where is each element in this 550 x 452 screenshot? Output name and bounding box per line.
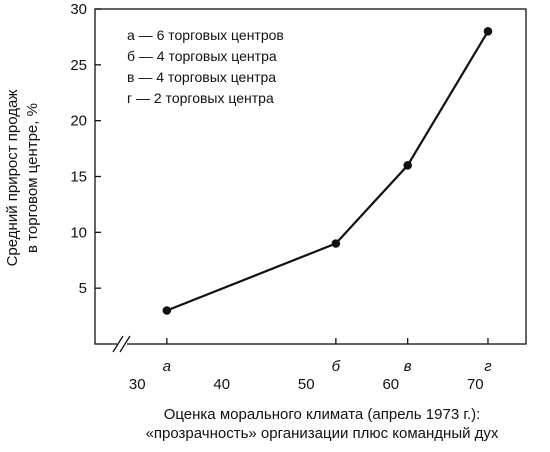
category-label: в <box>404 358 412 375</box>
x-tick-label: 50 <box>298 376 315 393</box>
x-axis-title: Оценка морального климата (апрель 1973 г… <box>164 406 481 423</box>
x-axis-title: «прозрачность» организации плюс командны… <box>146 425 499 442</box>
y-tick-label: 30 <box>70 1 87 18</box>
legend: а — 6 торговых центров б — 4 торговых цен… <box>127 27 284 106</box>
legend-entry: в — 4 торговых центра <box>127 69 276 85</box>
data-point <box>162 306 172 315</box>
x-tick-label: 40 <box>213 376 230 393</box>
y-axis-title-line: в торговом центре, % <box>24 103 41 253</box>
x-axis-ticks: 30 40 50 60 70 <box>129 376 484 393</box>
data-point <box>483 27 493 36</box>
y-tick-label: 15 <box>70 169 87 186</box>
y-tick-label: 10 <box>70 224 87 241</box>
data-point <box>331 239 341 248</box>
category-label: г <box>484 358 492 375</box>
legend-entry: а — 6 торговых центров <box>127 27 284 43</box>
x-tick-label: 60 <box>382 376 399 393</box>
legend-entry: г — 2 торговых центра <box>127 90 274 106</box>
category-labels: а б в г <box>163 338 492 375</box>
y-tick-label: 25 <box>70 57 87 74</box>
category-label: а <box>163 358 171 375</box>
axis-break-mark <box>112 335 131 353</box>
legend-entry: б — 4 торговых центра <box>127 48 277 64</box>
category-label: б <box>332 358 341 375</box>
series-layer <box>162 27 493 315</box>
axis-break-gap <box>117 340 127 348</box>
y-axis-ticks: 5 10 15 20 25 30 <box>70 1 101 297</box>
axis-titles: Оценка морального климата (апрель 1973 г… <box>4 90 499 442</box>
data-point <box>403 161 412 170</box>
y-tick-label: 20 <box>70 113 87 130</box>
y-axis-title: Средний прирост продаж в торговом центре,… <box>4 90 41 267</box>
x-tick-label: 70 <box>467 376 484 393</box>
y-tick-label: 5 <box>79 280 87 297</box>
y-axis-title-line: Средний прирост продаж <box>4 90 21 267</box>
axis-break-slash <box>112 335 124 353</box>
x-tick-label: 30 <box>129 376 146 393</box>
series-line <box>166 30 489 312</box>
axis-break-slash <box>119 335 131 353</box>
